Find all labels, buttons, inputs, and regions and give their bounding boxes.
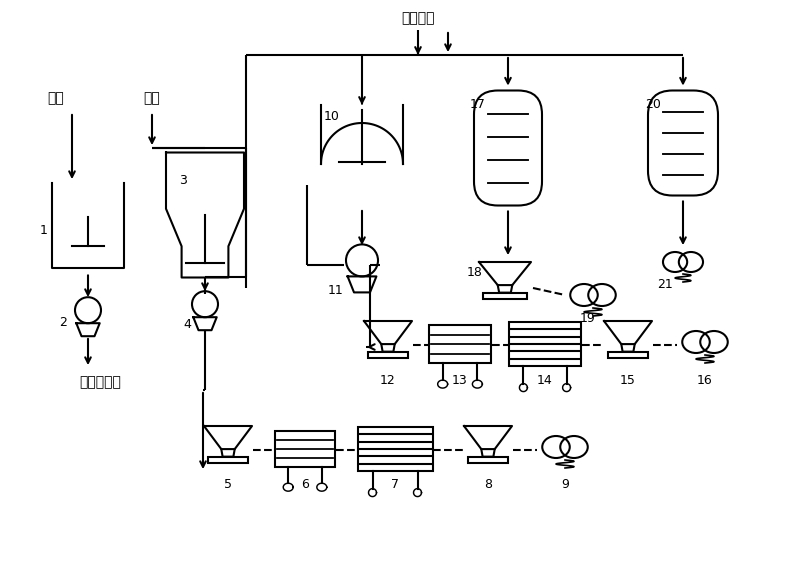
Text: 15: 15 (620, 373, 636, 386)
Bar (429, 325, 491, 363)
Text: 12: 12 (380, 373, 396, 386)
Text: 5: 5 (224, 478, 232, 491)
Text: 4: 4 (183, 317, 191, 331)
Text: 盐酸: 盐酸 (144, 91, 160, 105)
Text: 7: 7 (391, 478, 399, 491)
Bar (467, 457, 509, 462)
Text: 1: 1 (40, 223, 48, 237)
Text: 11: 11 (328, 283, 344, 296)
Text: 16: 16 (697, 373, 713, 386)
Text: 20: 20 (645, 99, 661, 112)
Bar (208, 457, 248, 462)
Text: 醒渣: 醒渣 (48, 91, 64, 105)
Bar (483, 292, 527, 299)
Bar (608, 352, 648, 357)
Text: 氪氧化鑙: 氪氧化鑙 (402, 11, 434, 25)
Text: 9: 9 (561, 478, 569, 491)
Text: 另行深加工: 另行深加工 (79, 375, 121, 389)
Bar (358, 427, 433, 471)
Text: 2: 2 (59, 316, 67, 329)
Text: 17: 17 (470, 97, 486, 111)
Text: 14: 14 (537, 373, 553, 386)
Text: 19: 19 (580, 312, 596, 325)
Text: 6: 6 (301, 478, 309, 491)
Bar (275, 431, 335, 467)
Text: 10: 10 (324, 111, 340, 124)
Text: 3: 3 (179, 173, 187, 186)
Text: 8: 8 (484, 478, 492, 491)
Text: 21: 21 (657, 278, 673, 291)
Text: 13: 13 (452, 373, 468, 386)
Bar (509, 322, 581, 366)
Text: 18: 18 (467, 267, 483, 279)
Bar (368, 352, 409, 357)
